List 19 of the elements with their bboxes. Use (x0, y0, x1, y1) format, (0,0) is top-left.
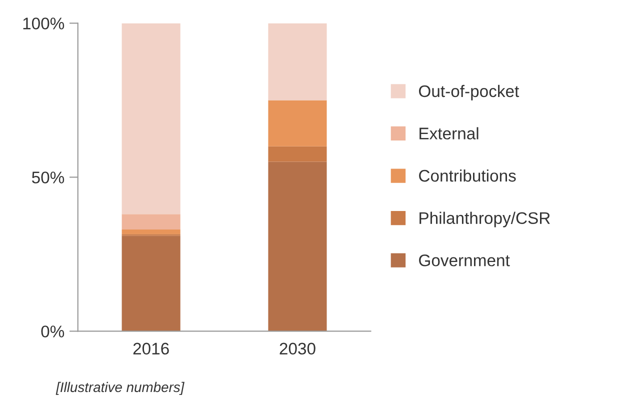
bar (122, 230, 180, 234)
bar (268, 146, 327, 162)
bar (268, 23, 327, 100)
y-tick-label: 50% (32, 172, 64, 184)
bar (122, 23, 180, 214)
text: [Illustrative numbers] (56, 382, 184, 395)
legend-label: Out-of-pocket (418, 84, 520, 100)
bar (122, 236, 180, 332)
bar (122, 214, 180, 230)
y-tick-label: 0% (41, 326, 64, 338)
bar (268, 100, 327, 146)
legend-label: Philanthropy/CSR (420, 212, 550, 228)
legend-label: External (420, 127, 478, 140)
legend-label: Government (419, 254, 510, 266)
x-tick-label: 2030 (280, 342, 316, 355)
x-tick-label: 2016 (133, 342, 169, 355)
legend-label: Contributions (419, 169, 516, 182)
y-tick-label: 100% (23, 18, 64, 30)
bar (268, 162, 327, 332)
